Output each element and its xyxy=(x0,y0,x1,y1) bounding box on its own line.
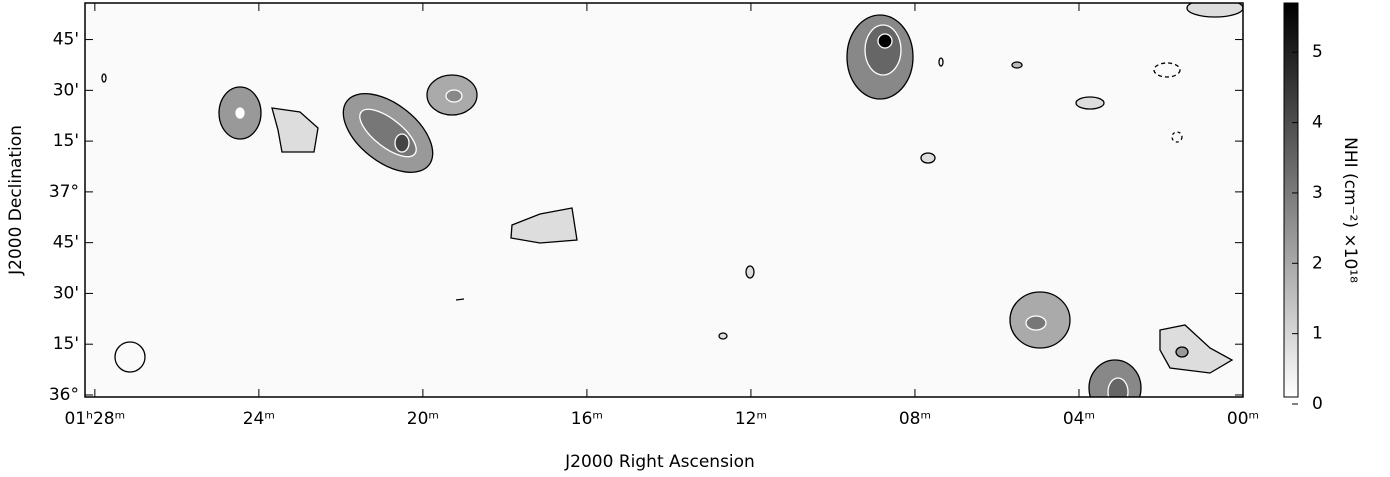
colorbar-tick-label: 3 xyxy=(1312,183,1323,203)
x-tick-label: 20ᵐ xyxy=(407,409,439,429)
contour xyxy=(1176,347,1188,357)
x-tick-label: 04ᵐ xyxy=(1063,409,1095,429)
contour xyxy=(1108,378,1128,406)
contour xyxy=(1026,316,1046,330)
contour xyxy=(878,34,892,48)
x-tick-label: 00ᵐ xyxy=(1227,409,1259,429)
colorbar-tick-label: 0 xyxy=(1312,394,1323,414)
x-axis-title: J2000 Right Ascension xyxy=(564,452,755,472)
x-tick-label: 24ᵐ xyxy=(243,409,275,429)
y-tick-label: 36° xyxy=(49,385,79,405)
y-tick-label: 15' xyxy=(53,334,79,354)
contour xyxy=(865,25,901,75)
y-tick-label: 30' xyxy=(53,80,79,100)
chart: J2000 Right Ascension J2000 Declination … xyxy=(0,0,1390,477)
x-tick-label: 01ʰ28ᵐ xyxy=(64,409,125,429)
x-tick-label: 12ᵐ xyxy=(735,409,767,429)
cloud xyxy=(1076,97,1104,109)
contour xyxy=(446,90,462,102)
colorbar-tick-label: 1 xyxy=(1312,324,1323,344)
x-tick-label: 08ᵐ xyxy=(899,409,931,429)
y-tick-label: 37° xyxy=(49,182,79,202)
y-axis-title: J2000 Declination xyxy=(6,125,26,276)
y-tick-label: 30' xyxy=(53,283,79,303)
y-tick-label: 45' xyxy=(53,30,79,50)
cloud xyxy=(719,333,727,339)
contour xyxy=(395,134,409,152)
cloud xyxy=(1012,62,1022,68)
contour xyxy=(236,108,244,118)
colorbar-tick-label: 4 xyxy=(1312,113,1323,133)
y-tick-label: 15' xyxy=(53,131,79,151)
colorbar xyxy=(1284,3,1298,397)
x-tick-label: 16ᵐ xyxy=(571,409,603,429)
cloud xyxy=(921,153,935,163)
y-tick-label: 45' xyxy=(53,233,79,253)
cloud xyxy=(746,266,754,278)
colorbar-tick-label: 5 xyxy=(1312,42,1323,62)
map-background xyxy=(85,3,1243,397)
colorbar-tick-label: 2 xyxy=(1312,253,1323,273)
colorbar-title: NHI (cm⁻²) ×10¹⁸ xyxy=(1340,137,1360,283)
